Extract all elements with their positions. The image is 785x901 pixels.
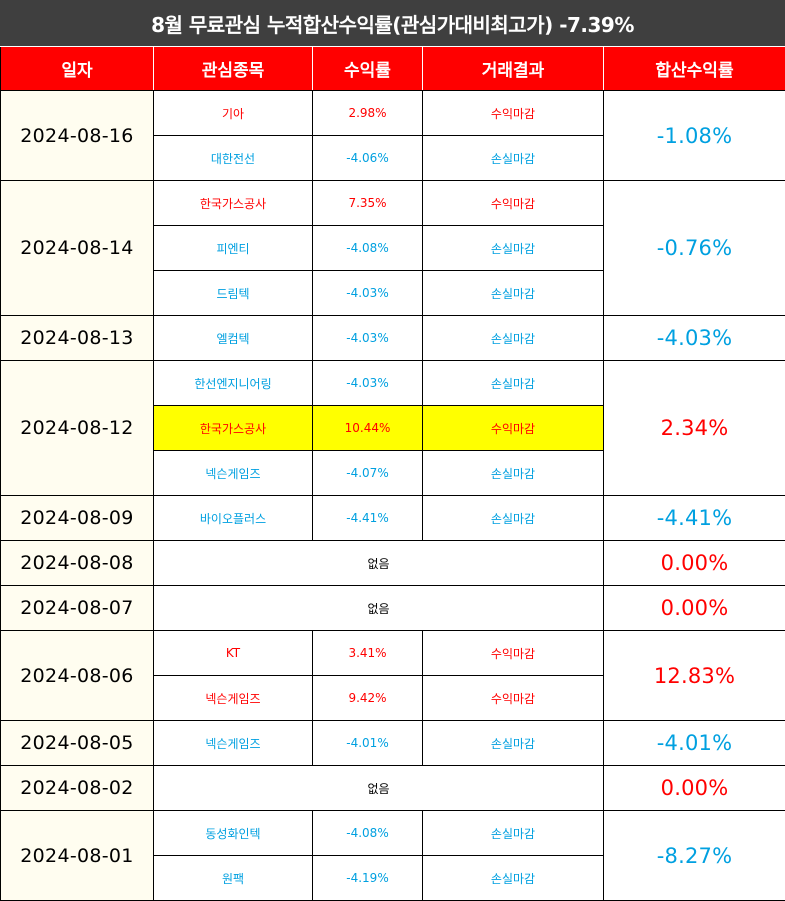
stock-name-cell: 넥슨게임즈 [153,720,313,766]
date-cell: 2024-08-08 [0,540,154,586]
result-cell: 수익마감 [422,90,604,136]
header-stock: 관심종목 [153,46,313,91]
date-cell: 2024-08-06 [0,630,154,721]
header-date: 일자 [0,46,154,91]
date-cell: 2024-08-07 [0,585,154,631]
stock-name-cell: 한국가스공사 [153,180,313,226]
rate-cell: -4.08% [312,810,423,856]
stock-name-cell: 한선엔지니어링 [153,360,313,406]
total-return-cell: -4.03% [603,315,785,361]
table-row: 2024-08-02 없음 0.00% [0,765,785,811]
result-cell: 손실마감 [422,270,604,316]
rate-cell: 7.35% [312,180,423,226]
result-cell: 손실마감 [422,810,604,856]
rate-cell: -4.08% [312,225,423,271]
returns-table: 일자 관심종목 수익률 거래결과 합산수익률 2024-08-16 기아 2.98%… [0,46,785,901]
stock-name-cell: 드림텍 [153,270,313,316]
total-return-cell: -8.27% [603,810,785,901]
header-total: 합산수익률 [603,46,785,91]
table-row: 원팩 -4.19% 손실마감 [1,855,785,901]
table-row: 2024-08-01 동성화인텍 -4.08% 손실마감 -8.27% [0,810,785,901]
stock-name-cell: 대한전선 [153,135,313,181]
result-cell: 수익마감 [422,180,604,226]
table-row: 대한전선 -4.06% 손실마감 [1,135,785,181]
stock-name-cell: 바이오플러스 [153,495,313,541]
header-result: 거래결과 [422,46,604,91]
total-return-cell: -4.01% [603,720,785,766]
no-trade-cell: 없음 [153,585,604,631]
stock-name-cell: 피엔티 [153,225,313,271]
total-return-cell: 0.00% [603,540,785,586]
stock-name-cell: 넥슨게임즈 [153,675,313,721]
result-cell: 손실마감 [422,225,604,271]
table-row: 2024-08-06 KT 3.41% 수익마감 12.83% [0,630,785,721]
stock-name-cell: 엘컴텍 [153,315,313,361]
total-return-cell: 0.00% [603,585,785,631]
result-cell: 수익마감 [422,630,604,676]
table-row: 2024-08-16 기아 2.98% 수익마감 -1.08% [0,90,785,181]
date-cell: 2024-08-05 [0,720,154,766]
table-row: 2024-08-09 바이오플러스 -4.41% 손실마감 -4.41% [0,495,785,541]
result-cell: 손실마감 [422,135,604,181]
table-body: 2024-08-16 기아 2.98% 수익마감 -1.08% 대한전선 -4.06% 손실마… [0,90,785,901]
no-trade-cell: 없음 [153,765,604,811]
result-cell: 수익마감 [422,675,604,721]
total-return-cell: -0.76% [603,180,785,316]
table-row: 넥슨게임즈 -4.07% 손실마감 [1,450,785,496]
rate-cell: -4.41% [312,495,423,541]
date-cell: 2024-08-13 [0,315,154,361]
stock-name-cell: 동성화인텍 [153,810,313,856]
table-row: 넥슨게임즈 9.42% 수익마감 [1,675,785,721]
table-row: 2024-08-07 없음 0.00% [0,585,785,631]
date-cell: 2024-08-01 [0,810,154,901]
table-header-row: 일자 관심종목 수익률 거래결과 합산수익률 [0,46,785,91]
no-trade-cell: 없음 [153,540,604,586]
date-cell: 2024-08-14 [0,180,154,316]
result-cell: 손실마감 [422,360,604,406]
stock-name-cell: 원팩 [153,855,313,901]
rate-cell: -4.07% [312,450,423,496]
table-row: 드림텍 -4.03% 손실마감 [1,270,785,316]
table-row: 2024-08-05 넥슨게임즈 -4.01% 손실마감 -4.01% [0,720,785,766]
date-cell: 2024-08-09 [0,495,154,541]
result-cell: 손실마감 [422,450,604,496]
total-return-cell: -4.41% [603,495,785,541]
result-cell: 손실마감 [422,495,604,541]
table-row: 2024-08-14 한국가스공사 7.35% 수익마감 -0.76% [0,180,785,316]
total-return-cell: 2.34% [603,360,785,496]
header-rate: 수익률 [312,46,423,91]
rate-cell: 3.41% [312,630,423,676]
result-cell: 손실마감 [422,855,604,901]
table-row: 피엔티 -4.08% 손실마감 [1,225,785,271]
rate-cell: -4.19% [312,855,423,901]
date-cell: 2024-08-02 [0,765,154,811]
date-cell: 2024-08-12 [0,360,154,496]
table-row: 2024-08-13 엘컴텍 -4.03% 손실마감 -4.03% [0,315,785,361]
stock-name-cell: 기아 [153,90,313,136]
table-row: 2024-08-08 없음 0.00% [0,540,785,586]
table-row: 한국가스공사 10.44% 수익마감 [1,405,785,451]
result-cell: 손실마감 [422,720,604,766]
date-cell: 2024-08-16 [0,90,154,181]
table-row: 2024-08-12 한선엔지니어링 -4.03% 손실마감 2.34% [0,360,785,496]
stock-name-cell: KT [153,630,313,676]
rate-cell: -4.01% [312,720,423,766]
rate-cell: 9.42% [312,675,423,721]
rate-cell: -4.03% [312,315,423,361]
total-return-cell: 12.83% [603,630,785,721]
rate-cell: -4.03% [312,360,423,406]
result-cell: 손실마감 [422,315,604,361]
stock-name-cell: 넥슨게임즈 [153,450,313,496]
stock-name-cell: 한국가스공사 [153,405,313,451]
total-return-cell: -1.08% [603,90,785,181]
rate-cell: 2.98% [312,90,423,136]
result-cell: 수익마감 [422,405,604,451]
page-title: 8월 무료관심 누적합산수익률(관심가대비최고가) -7.39% [0,0,785,46]
rate-cell: 10.44% [312,405,423,451]
rate-cell: -4.06% [312,135,423,181]
rate-cell: -4.03% [312,270,423,316]
total-return-cell: 0.00% [603,765,785,811]
